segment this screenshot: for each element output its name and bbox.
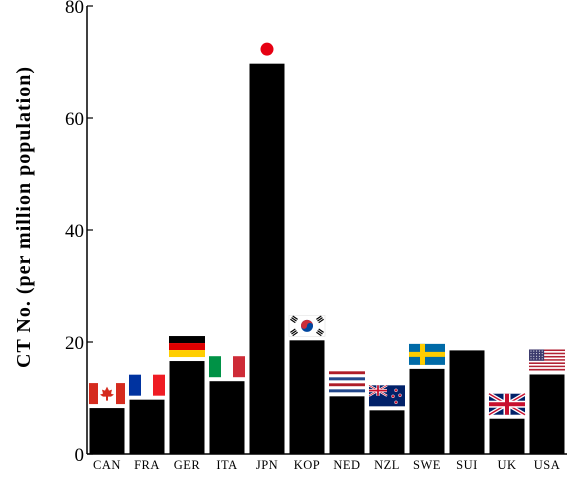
bar-ger [169, 361, 205, 454]
bar-usa [529, 374, 565, 454]
usa-flag-icon [529, 349, 565, 371]
y-tick-label: 80 [65, 0, 84, 18]
y-axis-label: CT No. (per million population) [13, 66, 35, 368]
bar-uk [489, 418, 525, 454]
italy-flag-icon [209, 356, 245, 378]
new-zealand-flag-icon [368, 384, 405, 407]
y-tick-label: 0 [75, 445, 85, 466]
bar-can [89, 408, 125, 454]
bar-swe [409, 368, 445, 454]
germany-flag-icon [169, 336, 205, 358]
canada-flag-icon [89, 383, 125, 405]
bar-ned [329, 396, 365, 454]
bar-jpn [249, 63, 285, 455]
x-tick-label-jpn: JPN [256, 458, 278, 472]
x-tick-label-ita: ITA [216, 458, 237, 472]
x-tick-labels: CAN FRA GER ITA JPN KOP NED NZL SWE SUI UK USA [93, 458, 560, 472]
sweden-flag-icon [409, 343, 445, 365]
y-tick-label: 60 [65, 109, 84, 130]
y-tick-label: 20 [65, 333, 84, 354]
x-tick-label-ger: GER [174, 458, 201, 472]
y-axis-label-group: CT No. (per million population) [13, 66, 35, 368]
bar-fra [129, 399, 165, 454]
france-flag-icon [129, 374, 165, 396]
x-tick-label-ned: NED [333, 458, 360, 472]
x-tick-label-sui: SUI [456, 458, 478, 472]
x-tick-label-uk: UK [497, 458, 516, 472]
bar-sui [449, 350, 485, 454]
bars [89, 63, 565, 455]
bar-nzl [369, 410, 405, 454]
x-tick-label-kop: KOP [294, 458, 321, 472]
bar-ita [209, 381, 245, 454]
y-tick-label: 40 [65, 221, 84, 242]
y-ticks: 0 20 40 60 80 [65, 0, 93, 466]
uk-flag-icon [487, 391, 527, 417]
japan-flag-icon [260, 42, 274, 56]
x-tick-label-nzl: NZL [374, 458, 400, 472]
bar-kop [289, 340, 325, 454]
x-tick-label-usa: USA [534, 458, 561, 472]
x-tick-label-swe: SWE [413, 458, 441, 472]
korea-flag-icon [288, 315, 326, 337]
flags [89, 42, 565, 417]
x-tick-label-fra: FRA [134, 458, 160, 472]
x-tick-label-can: CAN [93, 458, 121, 472]
netherlands-flag-icon [329, 371, 365, 393]
